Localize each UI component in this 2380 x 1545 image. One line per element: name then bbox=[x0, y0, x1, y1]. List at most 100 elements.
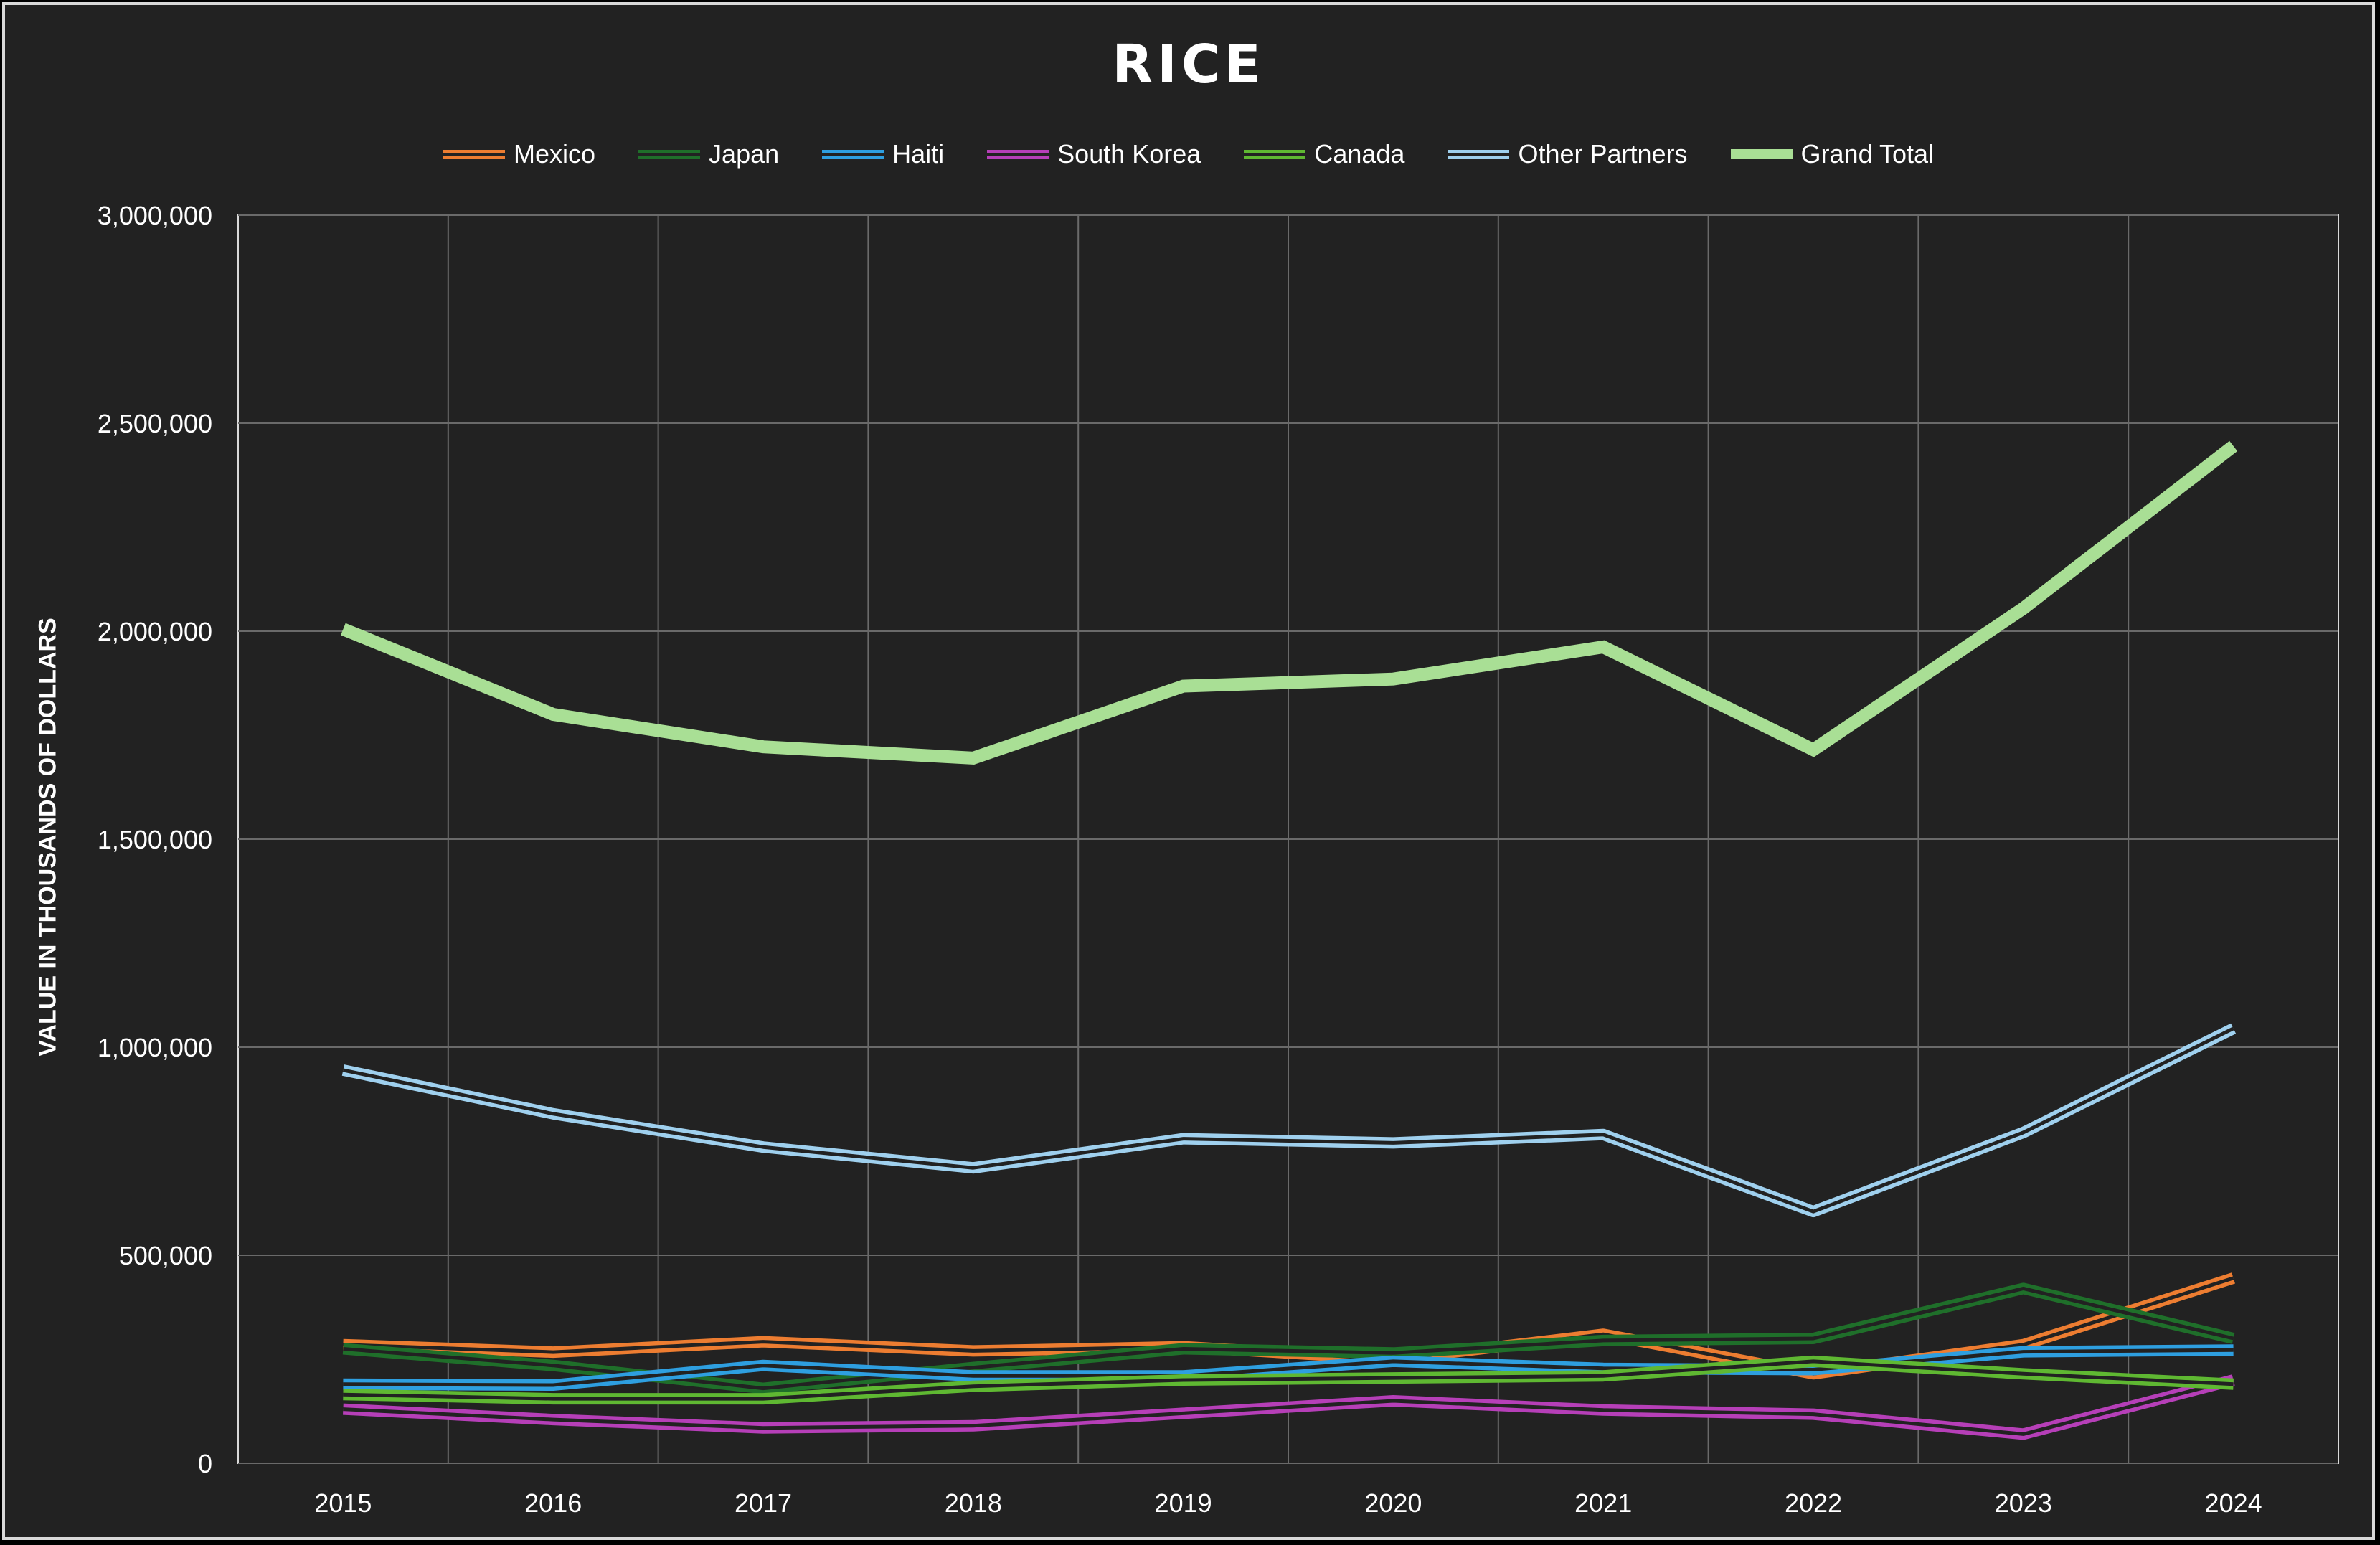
data-point-other-partners bbox=[552, 1113, 554, 1115]
legend-label-other-partners: Other Partners bbox=[1518, 139, 1688, 169]
legend-label-south-korea: South Korea bbox=[1057, 139, 1201, 169]
x-tick-label: 2023 bbox=[1995, 1488, 2052, 1518]
legend-label-haiti: Haiti bbox=[892, 139, 945, 169]
legend-item-canada: Canada bbox=[1244, 139, 1404, 169]
series-line-inner-haiti bbox=[343, 1348, 2234, 1387]
data-point-japan bbox=[762, 1388, 764, 1389]
x-tick-label: 2016 bbox=[524, 1488, 582, 1518]
y-tick-label: 0 bbox=[198, 1449, 212, 1478]
data-point-other-partners bbox=[1392, 1142, 1394, 1143]
data-point-mexico bbox=[2023, 1344, 2024, 1346]
data-point-haiti bbox=[2233, 1349, 2234, 1351]
data-point-mexico bbox=[2233, 1277, 2234, 1279]
y-tick-label: 500,000 bbox=[119, 1241, 212, 1270]
data-point-canada bbox=[1392, 1377, 1394, 1379]
x-tick-label: 2019 bbox=[1155, 1488, 1212, 1518]
data-point-japan bbox=[1813, 1338, 1814, 1339]
y-tick-label: 1,000,000 bbox=[98, 1033, 212, 1062]
data-point-haiti bbox=[2023, 1351, 2024, 1353]
data-point-mexico bbox=[762, 1341, 764, 1343]
data-point-grand-total bbox=[973, 757, 974, 759]
data-point-other-partners bbox=[1602, 1134, 1604, 1135]
data-point-haiti bbox=[342, 1384, 344, 1385]
data-point-japan bbox=[973, 1367, 974, 1369]
data-point-japan bbox=[1183, 1348, 1184, 1350]
data-point-japan bbox=[2233, 1338, 2234, 1339]
data-point-grand-total bbox=[2233, 445, 2234, 447]
x-tick-label: 2024 bbox=[2205, 1488, 2262, 1518]
data-point-other-partners bbox=[762, 1146, 764, 1148]
legend: Mexico Japan Haiti South Korea Canada Ot… bbox=[5, 133, 2372, 176]
legend-swatch-south-korea bbox=[987, 148, 1049, 161]
x-tick-label: 2021 bbox=[1574, 1488, 1632, 1518]
legend-label-japan: Japan bbox=[709, 139, 780, 169]
data-point-other-partners bbox=[973, 1167, 974, 1168]
data-point-grand-total bbox=[1813, 749, 1814, 750]
legend-label-mexico: Mexico bbox=[514, 139, 596, 169]
data-point-grand-total bbox=[1602, 646, 1604, 648]
legend-label-canada: Canada bbox=[1314, 139, 1405, 169]
x-tick-label: 2022 bbox=[1785, 1488, 1842, 1518]
legend-swatch-mexico bbox=[443, 148, 506, 161]
data-point-south-korea bbox=[342, 1409, 344, 1410]
data-point-japan bbox=[1602, 1340, 1604, 1341]
data-point-canada bbox=[973, 1386, 974, 1387]
y-tick-label: 2,000,000 bbox=[98, 617, 212, 646]
data-point-haiti bbox=[1392, 1361, 1394, 1362]
legend-label-grand-total: Grand Total bbox=[1800, 139, 1934, 169]
data-point-south-korea bbox=[2023, 1433, 2024, 1435]
data-point-haiti bbox=[552, 1384, 554, 1386]
legend-item-grand-total: Grand Total bbox=[1730, 139, 1934, 169]
data-point-grand-total bbox=[2023, 608, 2024, 609]
data-point-other-partners bbox=[2023, 1132, 2024, 1133]
series-line-inner-south-korea bbox=[343, 1378, 2234, 1436]
legend-item-other-partners: Other Partners bbox=[1448, 139, 1688, 169]
data-point-japan bbox=[2023, 1288, 2024, 1289]
y-tick-label: 1,500,000 bbox=[98, 825, 212, 854]
data-point-canada bbox=[342, 1394, 344, 1395]
data-point-grand-total bbox=[1392, 679, 1394, 680]
legend-swatch-canada bbox=[1244, 148, 1306, 161]
x-tick-label: 2018 bbox=[945, 1488, 1002, 1518]
data-point-mexico bbox=[973, 1350, 974, 1351]
data-point-grand-total bbox=[1183, 686, 1184, 687]
data-point-canada bbox=[1602, 1375, 1604, 1376]
data-point-haiti bbox=[973, 1375, 974, 1376]
data-point-south-korea bbox=[1183, 1412, 1184, 1414]
legend-item-south-korea: South Korea bbox=[987, 139, 1201, 169]
data-point-canada bbox=[762, 1398, 764, 1399]
data-point-japan bbox=[552, 1365, 554, 1366]
data-point-south-korea bbox=[1813, 1414, 1814, 1415]
data-point-canada bbox=[552, 1398, 554, 1399]
data-point-japan bbox=[342, 1348, 344, 1350]
data-point-other-partners bbox=[1813, 1211, 1814, 1212]
legend-swatch-grand-total bbox=[1730, 148, 1793, 161]
data-point-south-korea bbox=[1392, 1400, 1394, 1402]
data-point-grand-total bbox=[552, 714, 554, 715]
legend-item-haiti: Haiti bbox=[822, 139, 944, 169]
legend-item-japan: Japan bbox=[638, 139, 779, 169]
data-point-canada bbox=[1813, 1361, 1814, 1362]
legend-swatch-other-partners bbox=[1448, 148, 1510, 161]
data-point-haiti bbox=[762, 1365, 764, 1366]
data-point-haiti bbox=[1813, 1369, 1814, 1371]
data-point-canada bbox=[1183, 1379, 1184, 1381]
data-point-canada bbox=[2233, 1384, 2234, 1385]
series-line-grand-total bbox=[341, 440, 2238, 765]
x-tick-label: 2017 bbox=[735, 1488, 792, 1518]
series-line-inner-canada bbox=[343, 1359, 2234, 1401]
data-point-japan bbox=[1392, 1352, 1394, 1353]
data-point-canada bbox=[2023, 1373, 2024, 1374]
data-point-south-korea bbox=[552, 1419, 554, 1420]
y-tick-label: 3,000,000 bbox=[98, 201, 212, 230]
data-point-other-partners bbox=[342, 1069, 344, 1071]
data-point-south-korea bbox=[762, 1427, 764, 1429]
chart-title: RICE bbox=[1112, 34, 1265, 95]
x-tick-label: 2020 bbox=[1364, 1488, 1422, 1518]
data-point-grand-total bbox=[762, 746, 764, 747]
x-tick-label: 2015 bbox=[314, 1488, 372, 1518]
y-tick-label: 2,500,000 bbox=[98, 409, 212, 438]
data-point-grand-total bbox=[342, 628, 344, 630]
